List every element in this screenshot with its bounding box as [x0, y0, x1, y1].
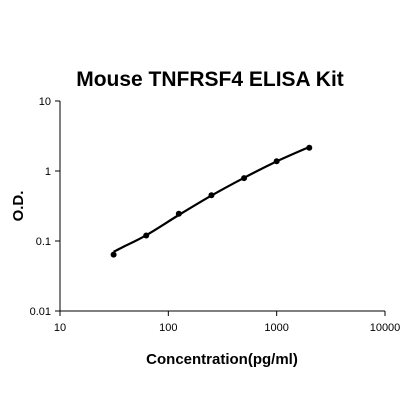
x-axis-label: Concentration(pg/ml) [146, 351, 298, 368]
data-point [306, 144, 313, 151]
x-tick-label: 10000 [370, 322, 401, 334]
data-point [175, 210, 182, 217]
data-point [208, 192, 215, 199]
data-point [110, 251, 117, 258]
data-point [143, 232, 150, 239]
y-ticks: 0.01 0.1 1 10 [30, 96, 60, 318]
x-tick-label: 1000 [264, 322, 288, 334]
fit-curve [113, 145, 310, 253]
y-tick-label: 0.1 [36, 236, 51, 248]
y-tick-label: 10 [39, 96, 51, 108]
x-ticks: 10 100 1000 10000 [54, 311, 400, 334]
y-tick-label: 0.01 [30, 306, 51, 318]
axes [59, 101, 385, 312]
chart-title: Mouse TNFRSF4 ELISA Kit [76, 68, 344, 91]
x-tick-label: 10 [54, 322, 66, 334]
x-tick-label: 100 [159, 322, 177, 334]
data-point [273, 158, 280, 165]
y-axis-label: O.D. [10, 191, 27, 222]
y-tick-label: 1 [45, 166, 51, 178]
plot-layer [110, 144, 313, 258]
data-point [241, 175, 248, 182]
